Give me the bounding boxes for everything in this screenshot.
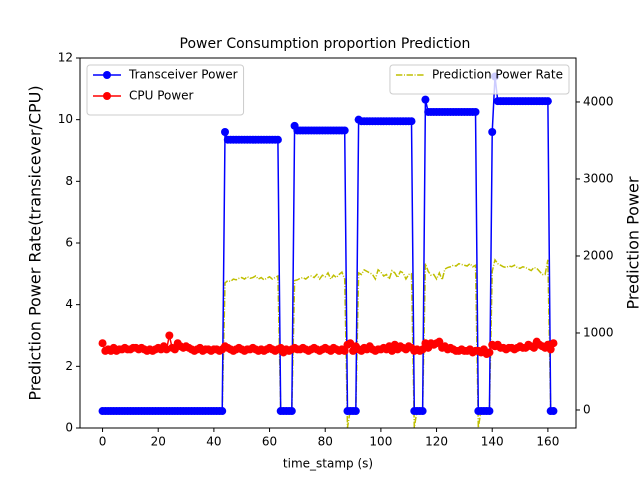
chart-title: Power Consumption proportion Prediction — [180, 36, 471, 52]
data-point — [485, 407, 494, 416]
legend: Prediction Power Rate — [389, 64, 570, 95]
series — [98, 72, 558, 416]
legend-item: Transceiver Power — [93, 68, 238, 82]
y-tick-label: 2 — [65, 359, 73, 373]
y-tick-label: 6 — [65, 236, 73, 250]
data-point — [287, 407, 296, 416]
y2-tick-label: 4000 — [583, 94, 614, 108]
data-point — [340, 346, 349, 355]
data-point — [418, 407, 427, 416]
legend-box — [389, 64, 570, 95]
x-tick-label: 20 — [151, 435, 166, 449]
data-point — [488, 128, 497, 136]
data-point — [421, 95, 430, 104]
data-point — [543, 97, 552, 106]
legend: Transceiver Power CPU Power — [86, 64, 245, 116]
data-point — [471, 107, 480, 116]
y2-tick-label: 0 — [583, 402, 591, 416]
series-line — [102, 258, 554, 428]
x-tick-label: 160 — [536, 435, 559, 449]
x-tick-label: 80 — [318, 435, 333, 449]
data-point — [407, 117, 416, 126]
data-point — [221, 128, 230, 136]
legend-item: CPU Power — [93, 89, 194, 103]
data-point — [549, 339, 558, 348]
legend-item: Prediction Power Rate — [395, 68, 563, 82]
x-tick-label: 100 — [369, 435, 392, 449]
y-tick-label: 8 — [65, 174, 73, 188]
series — [102, 258, 554, 428]
legend-marker — [103, 71, 111, 79]
legend-label: Prediction Power Rate — [432, 68, 563, 82]
y-axis-label: Prediction Power Rate(transicever/CPU) — [26, 85, 45, 400]
x-tick-label: 40 — [206, 435, 221, 449]
data-point — [485, 348, 494, 357]
y2-tick-label: 2000 — [583, 248, 614, 262]
axes-frame — [79, 57, 577, 429]
legend-box — [86, 64, 245, 116]
y-tick-label: 4 — [65, 297, 73, 311]
y-tick-label: 0 — [65, 421, 73, 435]
data-point — [273, 135, 282, 144]
x-tick-label: 60 — [262, 435, 277, 449]
data-point — [218, 407, 227, 416]
legend-label: Transceiver Power — [128, 68, 238, 82]
data-point — [165, 331, 174, 340]
x-tick-label: 0 — [99, 435, 107, 449]
legend-label: CPU Power — [129, 89, 194, 103]
y-tick-label: 12 — [58, 51, 73, 65]
y2-tick-label: 1000 — [583, 325, 614, 339]
series — [98, 331, 558, 358]
x-tick-label: 140 — [481, 435, 504, 449]
data-point — [549, 407, 558, 416]
y2-axis-label: Prediction Power — [624, 176, 640, 309]
data-point — [98, 339, 107, 348]
data-point — [340, 126, 349, 135]
x-tick-label: 120 — [425, 435, 448, 449]
legend-marker — [103, 92, 111, 100]
y2-tick-label: 3000 — [583, 171, 614, 185]
data-point — [435, 337, 444, 346]
data-point — [546, 345, 555, 354]
x-axis-label: time_stamp (s) — [283, 457, 373, 471]
y-tick-label: 10 — [58, 112, 73, 126]
data-point — [351, 407, 360, 416]
